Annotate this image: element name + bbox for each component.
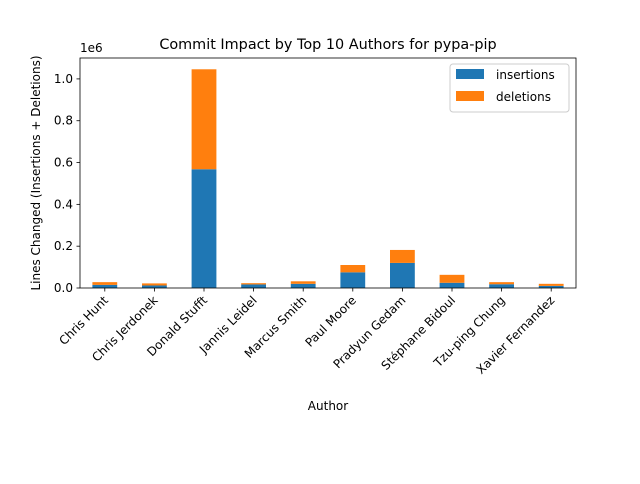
y-tick-label: 0.0: [54, 281, 73, 295]
y-tick-label: 0.6: [54, 156, 73, 170]
bar-deletions-6: [390, 249, 415, 263]
bar-deletions-8: [489, 282, 514, 285]
x-axis-label: Author: [308, 399, 348, 413]
legend-label-insertions: insertions: [496, 68, 555, 82]
bar-insertions-1: [142, 285, 167, 288]
plot-area-frame: [79, 57, 577, 289]
bar-deletions-0: [92, 282, 118, 285]
y-tick-label: 0.8: [54, 114, 73, 128]
bar-deletions-3: [241, 283, 266, 285]
bar-deletions-1: [142, 283, 167, 286]
bar-insertions-0: [92, 284, 118, 288]
legend-label-deletions: deletions: [496, 90, 551, 104]
y-axis-label: Lines Changed (Insertions + Deletions): [29, 55, 43, 290]
legend: insertions deletions: [449, 63, 570, 113]
bar-deletions-4: [290, 281, 316, 284]
legend-swatch-deletions: [456, 91, 484, 101]
bars-layer: [92, 69, 564, 288]
y-offset-label: 1e6: [80, 41, 103, 55]
bar-deletions-7: [439, 274, 465, 283]
chart-title: Commit Impact by Top 10 Authors for pypa…: [159, 37, 496, 53]
bar-deletions-9: [538, 283, 564, 286]
bar-insertions-3: [241, 284, 266, 288]
bar-insertions-5: [340, 272, 366, 288]
legend-swatch-insertions: [456, 69, 484, 79]
y-ticks-layer: 0.0 0.2 0.4 0.6 0.8 1.0: [54, 72, 80, 295]
y-tick-label: 0.4: [54, 197, 73, 211]
bar-deletions-5: [340, 265, 366, 273]
bar-insertions-8: [489, 284, 514, 288]
bar-deletions-2: [191, 69, 217, 170]
y-tick-label: 0.2: [54, 239, 73, 253]
bar-insertions-4: [290, 283, 316, 288]
bar-insertions-7: [439, 282, 465, 288]
bar-insertions-2: [191, 169, 217, 288]
bar-insertions-6: [390, 262, 415, 288]
y-tick-label: 1.0: [54, 72, 73, 86]
bar-insertions-9: [538, 285, 564, 288]
